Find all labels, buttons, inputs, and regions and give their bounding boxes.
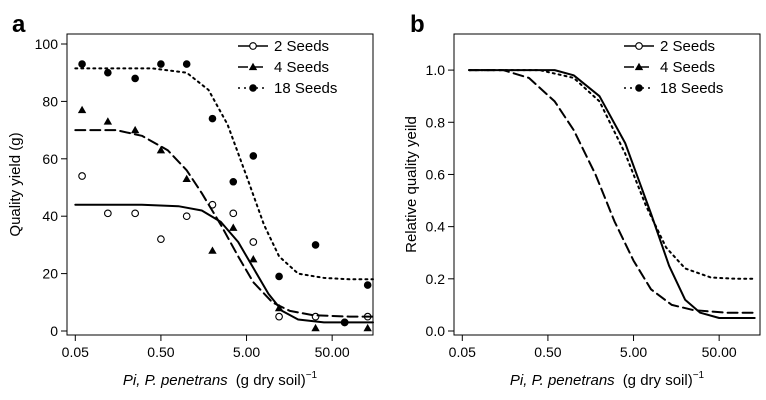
series-curve bbox=[74, 129, 374, 318]
chart-panel-a: a 0.05 0.50 5.00 50.00 0 20 40 60 80 100 Quality yi… bbox=[7, 11, 374, 389]
legend: 2 Seeds 4 Seeds 18 Seeds bbox=[238, 38, 337, 97]
x-tick-label: 50.00 bbox=[315, 344, 350, 360]
legend-marker bbox=[634, 62, 644, 71]
data-point bbox=[275, 272, 283, 281]
data-point bbox=[249, 238, 258, 246]
legend-label: 2 Seeds bbox=[274, 38, 329, 55]
series-curve bbox=[74, 203, 374, 324]
data-point bbox=[131, 74, 139, 83]
data-point bbox=[274, 303, 284, 312]
data-point bbox=[78, 60, 86, 68]
series-curve bbox=[468, 69, 756, 314]
data-point bbox=[208, 246, 217, 254]
data-point bbox=[311, 241, 320, 249]
data-point bbox=[249, 255, 258, 263]
panel-letter: a bbox=[12, 11, 26, 38]
x-axis-title: Pi, P. penetrans (g dry soil)−1 bbox=[123, 370, 318, 389]
y-tick-label: 0.8 bbox=[426, 114, 446, 130]
series-4-seeds bbox=[468, 69, 756, 314]
data-point bbox=[311, 312, 320, 321]
series-18-seeds bbox=[468, 69, 756, 280]
data-point bbox=[249, 152, 258, 160]
legend-label: 18 Seeds bbox=[660, 80, 723, 97]
data-point bbox=[157, 235, 165, 244]
x-tick-label: 5.00 bbox=[620, 344, 647, 360]
series-18-seeds bbox=[74, 60, 374, 327]
y-tick-label: 0.4 bbox=[426, 219, 446, 235]
x-axis-title-italic: Pi, P. penetrans bbox=[510, 372, 615, 389]
data-point bbox=[229, 209, 238, 218]
chart-panel-b: b 0.05 0.50 5.00 50.00 0.0 0.2 0.4 0.6 0.8 1.0 Rela… bbox=[403, 11, 761, 389]
legend-marker bbox=[635, 42, 643, 50]
x-tick-label: 5.00 bbox=[233, 344, 260, 360]
legend-marker bbox=[249, 42, 257, 50]
x-axis-title-unit: (g dry soil) bbox=[623, 372, 693, 389]
data-point bbox=[340, 318, 349, 327]
series-4-seeds bbox=[74, 105, 374, 332]
legend: 2 Seeds 4 Seeds 18 Seeds bbox=[624, 38, 723, 97]
data-point bbox=[130, 125, 140, 134]
legend-marker bbox=[249, 84, 257, 92]
x-axis-title-exponent: −1 bbox=[306, 370, 318, 381]
y-tick-label: 0.2 bbox=[426, 271, 446, 287]
x-axis-title-italic: Pi, P. penetrans bbox=[123, 372, 228, 389]
data-point bbox=[363, 281, 372, 289]
data-point bbox=[182, 60, 191, 68]
legend-label: 4 Seeds bbox=[274, 59, 329, 76]
series-2-seeds bbox=[468, 69, 756, 319]
x-tick-label: 0.05 bbox=[62, 344, 89, 360]
x-tick-label: 0.50 bbox=[147, 344, 174, 360]
y-tick-label: 1.0 bbox=[426, 62, 446, 78]
y-tick-label: 0.0 bbox=[426, 323, 446, 339]
series-curve bbox=[468, 69, 756, 319]
data-point bbox=[103, 209, 112, 218]
data-point bbox=[311, 323, 320, 332]
x-axis-title-unit: (g dry soil) bbox=[236, 372, 306, 389]
series-curve bbox=[74, 67, 374, 281]
data-point bbox=[182, 212, 191, 221]
x-axis-title-exponent: −1 bbox=[693, 370, 705, 381]
data-point bbox=[363, 323, 372, 332]
plot-frame bbox=[453, 33, 761, 336]
data-point bbox=[103, 117, 113, 125]
legend-marker bbox=[248, 62, 258, 71]
series-2-seeds bbox=[74, 172, 374, 327]
series-curve bbox=[468, 69, 756, 280]
legend-label: 4 Seeds bbox=[660, 59, 715, 76]
data-point bbox=[208, 114, 217, 123]
x-tick-label: 50.00 bbox=[702, 344, 737, 360]
legend-label: 18 Seeds bbox=[274, 80, 337, 97]
y-axis-title: Relative quality yeild bbox=[403, 116, 420, 253]
legend-label: 2 Seeds bbox=[660, 38, 715, 55]
data-point bbox=[229, 223, 238, 231]
data-point bbox=[182, 174, 191, 183]
y-tick-label: 40 bbox=[42, 208, 58, 224]
x-tick-label: 0.50 bbox=[534, 344, 561, 360]
y-tick-label: 100 bbox=[35, 36, 59, 52]
x-axis-title: Pi, P. penetrans (g dry soil)−1 bbox=[510, 370, 705, 389]
data-point bbox=[157, 60, 165, 68]
data-point bbox=[77, 105, 87, 114]
x-tick-label: 0.05 bbox=[449, 344, 476, 360]
plot-frame bbox=[66, 33, 374, 336]
y-axis-title: Quality yield (g) bbox=[7, 132, 24, 236]
data-point bbox=[275, 312, 283, 321]
data-point bbox=[78, 172, 86, 180]
y-tick-label: 60 bbox=[42, 151, 58, 167]
y-tick-label: 20 bbox=[42, 266, 58, 282]
legend-marker bbox=[635, 84, 643, 92]
data-point bbox=[104, 68, 112, 77]
panel-letter: b bbox=[410, 11, 425, 38]
y-tick-label: 80 bbox=[42, 93, 58, 109]
data-point bbox=[229, 177, 238, 186]
y-tick-label: 0.6 bbox=[426, 166, 446, 182]
data-point bbox=[131, 209, 139, 218]
data-point bbox=[156, 145, 166, 154]
y-tick-label: 0 bbox=[50, 323, 58, 339]
